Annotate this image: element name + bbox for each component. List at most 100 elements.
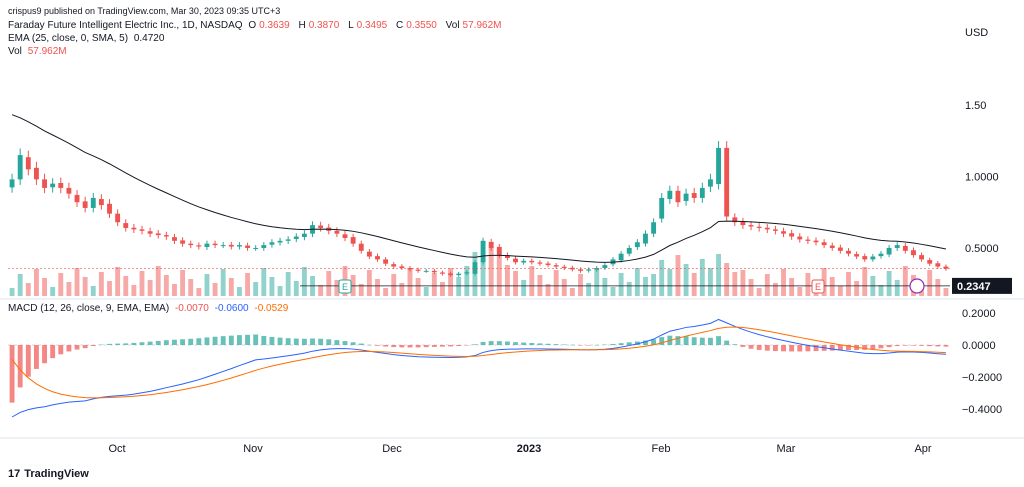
- volume-bar: [326, 271, 332, 296]
- candle-body: [578, 269, 583, 271]
- macd-histogram-bar: [228, 335, 234, 345]
- macd-histogram-bar: [464, 345, 470, 346]
- volume-bar: [878, 285, 884, 296]
- volume-bar: [699, 259, 705, 296]
- candle-body: [805, 239, 811, 241]
- volume-bar: [33, 269, 39, 296]
- volume-bar: [829, 277, 835, 296]
- volume-bar: [496, 256, 502, 296]
- volume-bar: [683, 264, 689, 296]
- macd-histogram-bar: [212, 336, 218, 345]
- macd-histogram-bar: [326, 339, 332, 345]
- candle-body: [911, 250, 916, 256]
- volume-bar: [147, 280, 153, 296]
- volume-bar: [634, 268, 640, 296]
- price-tick-label: 1.50: [965, 100, 986, 112]
- candle-body: [837, 247, 843, 251]
- candle-body: [107, 203, 112, 214]
- macd-tick-label: −0.4000: [962, 404, 1002, 416]
- volume-bar: [196, 288, 202, 296]
- volume-bar: [66, 282, 72, 296]
- macd-histogram-bar: [293, 338, 299, 345]
- macd-histogram-bar: [772, 345, 778, 352]
- candle-body: [651, 222, 657, 234]
- volume-bar: [561, 279, 567, 296]
- volume-bar: [399, 283, 405, 296]
- macd-histogram-bar: [878, 345, 884, 349]
- volume-bar: [58, 273, 64, 296]
- candle-body: [586, 269, 592, 271]
- candle-body: [17, 155, 23, 180]
- macd-histogram-bar: [829, 345, 835, 351]
- candle-body: [748, 225, 754, 227]
- footer-brand[interactable]: 17 TradingView: [8, 468, 89, 480]
- volume-bar: [610, 287, 616, 296]
- macd-tick-label: −0.2000: [962, 372, 1002, 384]
- candle-body: [448, 273, 454, 276]
- macd-histogram-bar: [602, 344, 608, 346]
- volume-bar: [188, 279, 194, 296]
- macd-histogram-bar: [699, 337, 705, 345]
- volume-bar: [545, 284, 551, 296]
- candle-body: [277, 240, 283, 243]
- macd-histogram-bar: [383, 345, 389, 347]
- volume-bar: [797, 287, 803, 296]
- volume-bar: [651, 274, 657, 296]
- macd-histogram-bar: [480, 341, 486, 345]
- candle-body: [66, 187, 72, 194]
- macd-histogram-bar: [659, 337, 665, 345]
- candle-body: [188, 243, 194, 246]
- volume-bar: [440, 282, 445, 296]
- volume-bar: [123, 276, 129, 296]
- macd-histogram-bar: [797, 345, 803, 352]
- macd-histogram-bar: [586, 345, 592, 346]
- candle-body: [301, 233, 307, 237]
- macd-histogram-bar: [545, 343, 551, 345]
- vol-legend: Vol 57.962M: [8, 46, 67, 57]
- volume-bar: [407, 269, 413, 296]
- candle-body: [456, 273, 462, 276]
- macd-hist-value: -0.0070: [174, 303, 209, 314]
- macd-histogram-bar: [98, 344, 104, 346]
- volume-bar: [180, 270, 186, 296]
- macd-histogram-bar: [708, 337, 713, 345]
- volume-bar: [318, 285, 324, 296]
- volume-bar: [935, 279, 941, 296]
- earnings-marker: [338, 279, 352, 294]
- macd-histogram-bar: [691, 337, 697, 345]
- candle-body: [383, 259, 389, 264]
- price-tick-label: 0.5000: [965, 243, 999, 255]
- candle-body: [269, 242, 275, 245]
- macd-histogram-bar: [269, 336, 275, 345]
- ema-line: [11, 114, 947, 263]
- candle-body: [862, 256, 868, 260]
- candle-body: [675, 190, 681, 203]
- macd-histogram-bar: [610, 343, 616, 345]
- candle-body: [756, 226, 762, 228]
- macd-histogram-bar: [66, 345, 72, 352]
- tradingview-logo-icon: 17: [8, 468, 21, 480]
- volume-bar: [789, 278, 795, 296]
- candle-body: [854, 254, 860, 257]
- volume-bar: [107, 281, 112, 296]
- time-tick-label: Oct: [108, 443, 125, 455]
- candle-body: [521, 260, 527, 263]
- volume-bar: [456, 277, 462, 296]
- earnings-marker: [811, 279, 825, 294]
- macd-histogram-bar: [220, 336, 226, 345]
- macd-histogram-bar: [115, 343, 121, 345]
- macd-histogram-bar: [391, 345, 397, 348]
- macd-histogram-bar: [919, 345, 925, 346]
- candle-body: [25, 157, 31, 170]
- volume-bar: [172, 284, 177, 296]
- macd-histogram-bar: [245, 334, 250, 345]
- candle-body: [561, 266, 567, 268]
- earnings-marker-label: E: [815, 282, 821, 292]
- volume-bar: [521, 280, 527, 296]
- volume-bar: [17, 274, 23, 296]
- volume-bar: [228, 278, 234, 296]
- volume-bar: [204, 274, 210, 296]
- candle-body: [375, 256, 380, 260]
